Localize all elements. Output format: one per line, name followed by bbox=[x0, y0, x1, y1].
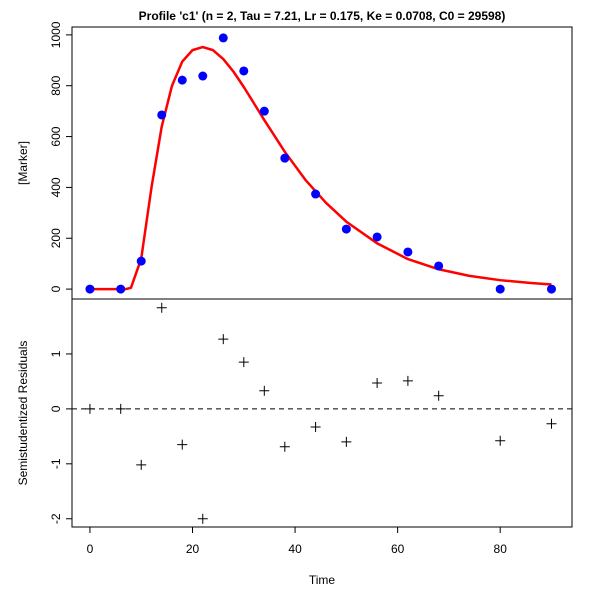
x-tick-label: 0 bbox=[87, 542, 94, 556]
data-point bbox=[403, 247, 413, 257]
data-point bbox=[311, 189, 321, 199]
data-point bbox=[546, 284, 556, 294]
residual-point bbox=[197, 513, 208, 524]
residual-point bbox=[279, 441, 290, 452]
x-tick-label: 60 bbox=[391, 542, 405, 556]
residual-point bbox=[218, 334, 229, 345]
data-point bbox=[259, 106, 269, 116]
residual-point bbox=[372, 378, 383, 389]
residual-point bbox=[136, 459, 147, 470]
data-point bbox=[116, 284, 126, 294]
y-tick-label: 0 bbox=[49, 405, 63, 412]
data-point bbox=[136, 256, 146, 266]
data-point bbox=[218, 33, 228, 43]
residual-point bbox=[310, 422, 321, 433]
x-axis-label: Time bbox=[309, 573, 336, 587]
x-tick-label: 80 bbox=[494, 542, 508, 556]
data-point bbox=[341, 224, 351, 234]
chart-title: Profile 'c1' (n = 2, Tau = 7.21, Lr = 0.… bbox=[139, 9, 506, 23]
data-point bbox=[280, 153, 290, 163]
data-point bbox=[157, 110, 167, 120]
y-tick-label: 200 bbox=[49, 228, 63, 248]
y-tick-label: 1 bbox=[49, 350, 63, 357]
data-point bbox=[85, 284, 95, 294]
residual-point bbox=[495, 435, 506, 446]
x-tick-label: 20 bbox=[186, 542, 200, 556]
y-tick-label: 600 bbox=[49, 126, 63, 146]
residual-point bbox=[84, 403, 95, 414]
y-tick-label: -2 bbox=[49, 513, 63, 524]
y-tick-label: 1000 bbox=[49, 21, 63, 48]
y-tick-label: 800 bbox=[49, 75, 63, 95]
residual-point bbox=[115, 403, 126, 414]
data-point bbox=[495, 284, 505, 294]
y-tick-label: -1 bbox=[49, 458, 63, 469]
data-point bbox=[239, 66, 249, 76]
residual-point bbox=[156, 302, 167, 313]
residual-point bbox=[259, 385, 270, 396]
residual-point bbox=[546, 418, 557, 429]
fit-curve bbox=[89, 45, 552, 291]
bottom-y-axis-label: Semistudentized Residuals bbox=[16, 341, 30, 486]
data-point bbox=[198, 71, 208, 81]
data-point bbox=[372, 232, 382, 242]
data-point bbox=[434, 261, 444, 271]
residual-point bbox=[433, 390, 444, 401]
residual-point bbox=[238, 357, 249, 368]
top-plot-frame bbox=[71, 26, 573, 300]
y-tick-label: 400 bbox=[49, 177, 63, 197]
residual-point bbox=[177, 439, 188, 450]
data-point bbox=[177, 75, 187, 85]
bottom-plot-frame bbox=[71, 298, 573, 528]
residual-point bbox=[402, 375, 413, 386]
x-tick-label: 40 bbox=[288, 542, 302, 556]
y-tick-label: 0 bbox=[49, 285, 63, 292]
residual-point bbox=[341, 436, 352, 447]
top-y-axis-label: [Marker] bbox=[16, 141, 30, 185]
